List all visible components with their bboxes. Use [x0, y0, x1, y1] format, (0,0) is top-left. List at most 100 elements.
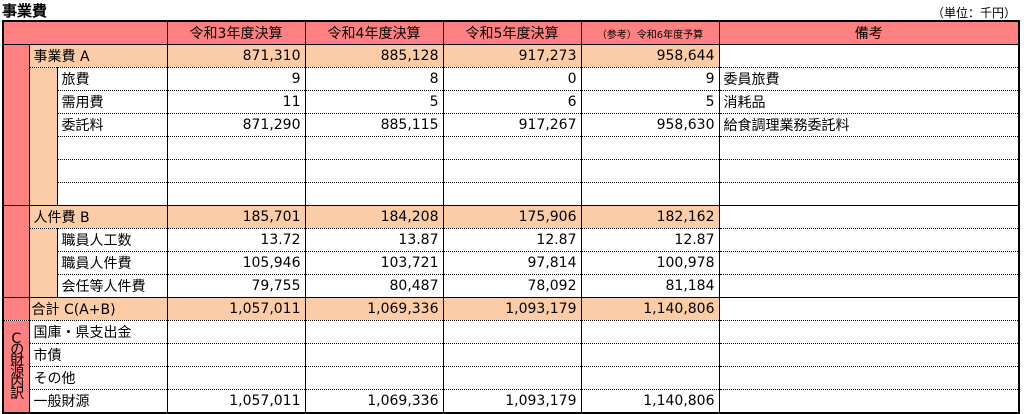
- cell: [580, 343, 720, 367]
- jinkenhi-r5: 175,906: [442, 205, 582, 229]
- cell: 1,140,806: [580, 389, 720, 414]
- note-cell: [718, 320, 1020, 344]
- row-label: 一般財源: [28, 389, 168, 414]
- row-label: 委託料: [56, 113, 168, 137]
- jigyohi-r4: 885,128: [304, 44, 444, 68]
- table-row: 旅費 9 8 0 9 委員旅費: [3, 67, 1020, 183]
- table-row: 会任等人件費 79,755 80,487 78,092 81,184: [3, 274, 1020, 298]
- note-cell: [718, 343, 1020, 367]
- cell: 79,755: [166, 274, 306, 298]
- jinkenhi-r6: 182,162: [580, 205, 720, 229]
- note-cell: [718, 228, 1020, 252]
- cell: [304, 320, 444, 344]
- cell: 13.87: [304, 228, 444, 252]
- cell: [442, 320, 582, 344]
- cell: 105,946: [166, 251, 306, 275]
- header-blank: [2, 21, 168, 45]
- cell: 103,721: [304, 251, 444, 275]
- cell: 885,115: [304, 113, 444, 137]
- table-row: 職員人件費 105,946 103,721 97,814 100,978: [3, 251, 1020, 275]
- header-col-notes: 備考: [718, 21, 1020, 45]
- table-row: 市債: [3, 343, 1020, 367]
- note-cell: 消耗品: [718, 90, 1020, 114]
- cell: 1,057,011: [166, 389, 306, 414]
- table-row: その他: [3, 366, 1020, 390]
- header-col-r3: 令和3年度決算: [166, 21, 306, 45]
- row-label: 国庫・県支出金: [28, 320, 168, 344]
- jinkenhi-r4: 184,208: [304, 205, 444, 229]
- jinkenhi-indent: [28, 228, 58, 298]
- jigyohi-label: 事業費 A: [28, 44, 168, 68]
- budget-table: 令和3年度決算 令和4年度決算 令和5年度決算 （参考）令和6年度予算 備考 事…: [2, 20, 1020, 414]
- cell: 958,630: [580, 113, 720, 137]
- note-cell: [718, 274, 1020, 298]
- header-col-r5: 令和5年度決算: [442, 21, 582, 45]
- cell: 917,267: [442, 113, 582, 137]
- total-r5: 1,093,179: [442, 297, 582, 321]
- cell: 13.72: [166, 228, 306, 252]
- cell: [580, 366, 720, 390]
- table-row: 需用費 11 5 6 5 消耗品: [3, 90, 1020, 114]
- empty-row: [3, 159, 1020, 183]
- table-row: Cの財源内訳 国庫・県支出金: [2, 320, 1020, 414]
- total-r6: 1,140,806: [580, 297, 720, 321]
- left-band: [2, 297, 30, 321]
- total-row: 合計 C(A+B) 1,057,011 1,069,336 1,093,179 …: [2, 297, 1020, 321]
- header-col-r6: （参考）令和6年度予算: [580, 21, 720, 45]
- jinkenhi-row: 人件費 B 185,701 184,208 175,906 182,162: [2, 205, 1020, 298]
- row-label: 需用費: [56, 90, 168, 114]
- total-label: 合計 C(A+B): [28, 297, 168, 321]
- jigyohi-row: 事業費 A 871,310 885,128 917,273 958,644: [2, 44, 1020, 206]
- row-label: 職員人工数: [56, 228, 168, 252]
- note-cell: [718, 366, 1020, 390]
- row-label: 旅費: [56, 67, 168, 91]
- cell: 80,487: [304, 274, 444, 298]
- jinkenhi-label: 人件費 B: [28, 205, 168, 229]
- note-cell: 委員旅費: [718, 67, 1020, 91]
- unit-label: （単位：千円）: [931, 6, 1016, 20]
- jigyohi-r6: 958,644: [580, 44, 720, 68]
- row-label: 職員人件費: [56, 251, 168, 275]
- total-note: [718, 297, 1020, 321]
- zaigen-label: Cの財源内訳: [2, 320, 30, 414]
- cell: 0: [442, 67, 582, 91]
- note-cell: [718, 389, 1020, 414]
- cell: 5: [304, 90, 444, 114]
- cell: 9: [166, 67, 306, 91]
- row-label: その他: [28, 366, 168, 390]
- jinkenhi-note: [718, 205, 1020, 229]
- page-title: 事業費: [2, 2, 48, 20]
- empty-row: [3, 136, 1020, 160]
- cell: [304, 366, 444, 390]
- cell: 8: [304, 67, 444, 91]
- row-label: 会任等人件費: [56, 274, 168, 298]
- jigyohi-indent: [28, 67, 58, 183]
- row-label: 市債: [28, 343, 168, 367]
- cell: [442, 366, 582, 390]
- cell: 100,978: [580, 251, 720, 275]
- left-band: [2, 205, 30, 298]
- jigyohi-note: [718, 44, 1020, 68]
- table-row: 職員人工数 13.72 13.87 12.87 12.87: [3, 228, 1020, 298]
- cell: [580, 320, 720, 344]
- jinkenhi-r3: 185,701: [166, 205, 306, 229]
- header-col-r4: 令和4年度決算: [304, 21, 444, 45]
- cell: [166, 320, 306, 344]
- cell: 9: [580, 67, 720, 91]
- cell: [166, 343, 306, 367]
- cell: 5: [580, 90, 720, 114]
- cell: 1,069,336: [304, 389, 444, 414]
- cell: 1,093,179: [442, 389, 582, 414]
- cell: 12.87: [580, 228, 720, 252]
- total-r3: 1,057,011: [166, 297, 306, 321]
- cell: 6: [442, 90, 582, 114]
- cell: 78,092: [442, 274, 582, 298]
- cell: 12.87: [442, 228, 582, 252]
- note-cell: [718, 251, 1020, 275]
- cell: [304, 343, 444, 367]
- jigyohi-r3: 871,310: [166, 44, 306, 68]
- header-row: 令和3年度決算 令和4年度決算 令和5年度決算 （参考）令和6年度予算 備考: [2, 21, 1020, 45]
- note-cell: 給食調理業務委託料: [718, 113, 1020, 137]
- empty-row: [3, 182, 1020, 206]
